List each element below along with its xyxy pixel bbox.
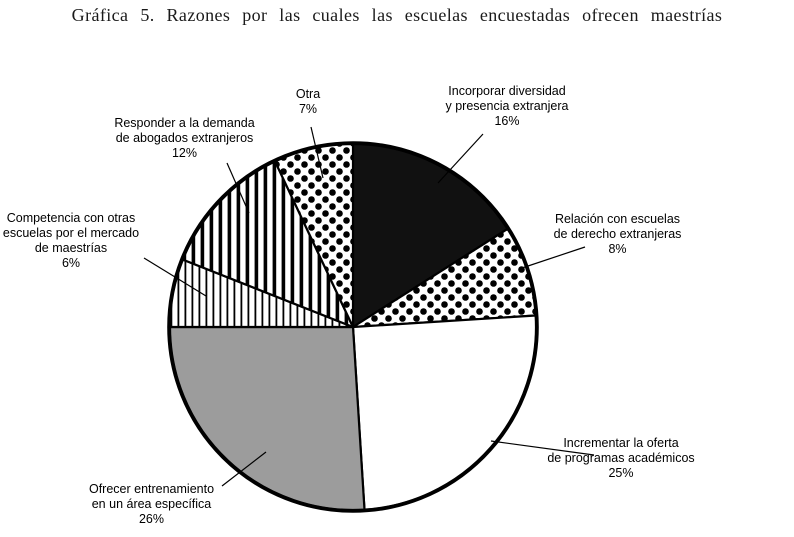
- leader-line-incrementar: [490, 440, 595, 456]
- leader-line-relacion: [521, 246, 586, 269]
- figure-title: Gráfica 5. Razones por las cuales las es…: [71, 5, 723, 25]
- leader-line-responder: [226, 162, 250, 214]
- leader-line-competencia: [143, 257, 207, 297]
- leader-line-ofrecer: [221, 451, 267, 487]
- leader-line-otra: [310, 126, 324, 179]
- pie-slice-incrementar: [351, 314, 538, 511]
- pie-label-otra: Otra 7%: [295, 87, 321, 116]
- pie-label-incrementar: Incrementar la oferta de programas acadé…: [547, 436, 695, 480]
- pie-slices: [168, 142, 538, 512]
- pie-outline: [167, 141, 539, 513]
- pie-label-incorporar: Incorporar diversidad y presencia extran…: [445, 84, 569, 128]
- pie-label-competencia: Competencia con otras escuelas por el me…: [2, 211, 140, 270]
- pie-label-responder: Responder a la demanda de abogados extra…: [114, 116, 255, 160]
- pie-label-relacion: Relación con escuelas de derecho extranj…: [553, 212, 682, 256]
- leader-line-incorporar: [437, 133, 484, 184]
- pie-label-ofrecer: Ofrecer entrenamiento en un área específ…: [88, 482, 215, 526]
- leader-lines: [143, 126, 595, 487]
